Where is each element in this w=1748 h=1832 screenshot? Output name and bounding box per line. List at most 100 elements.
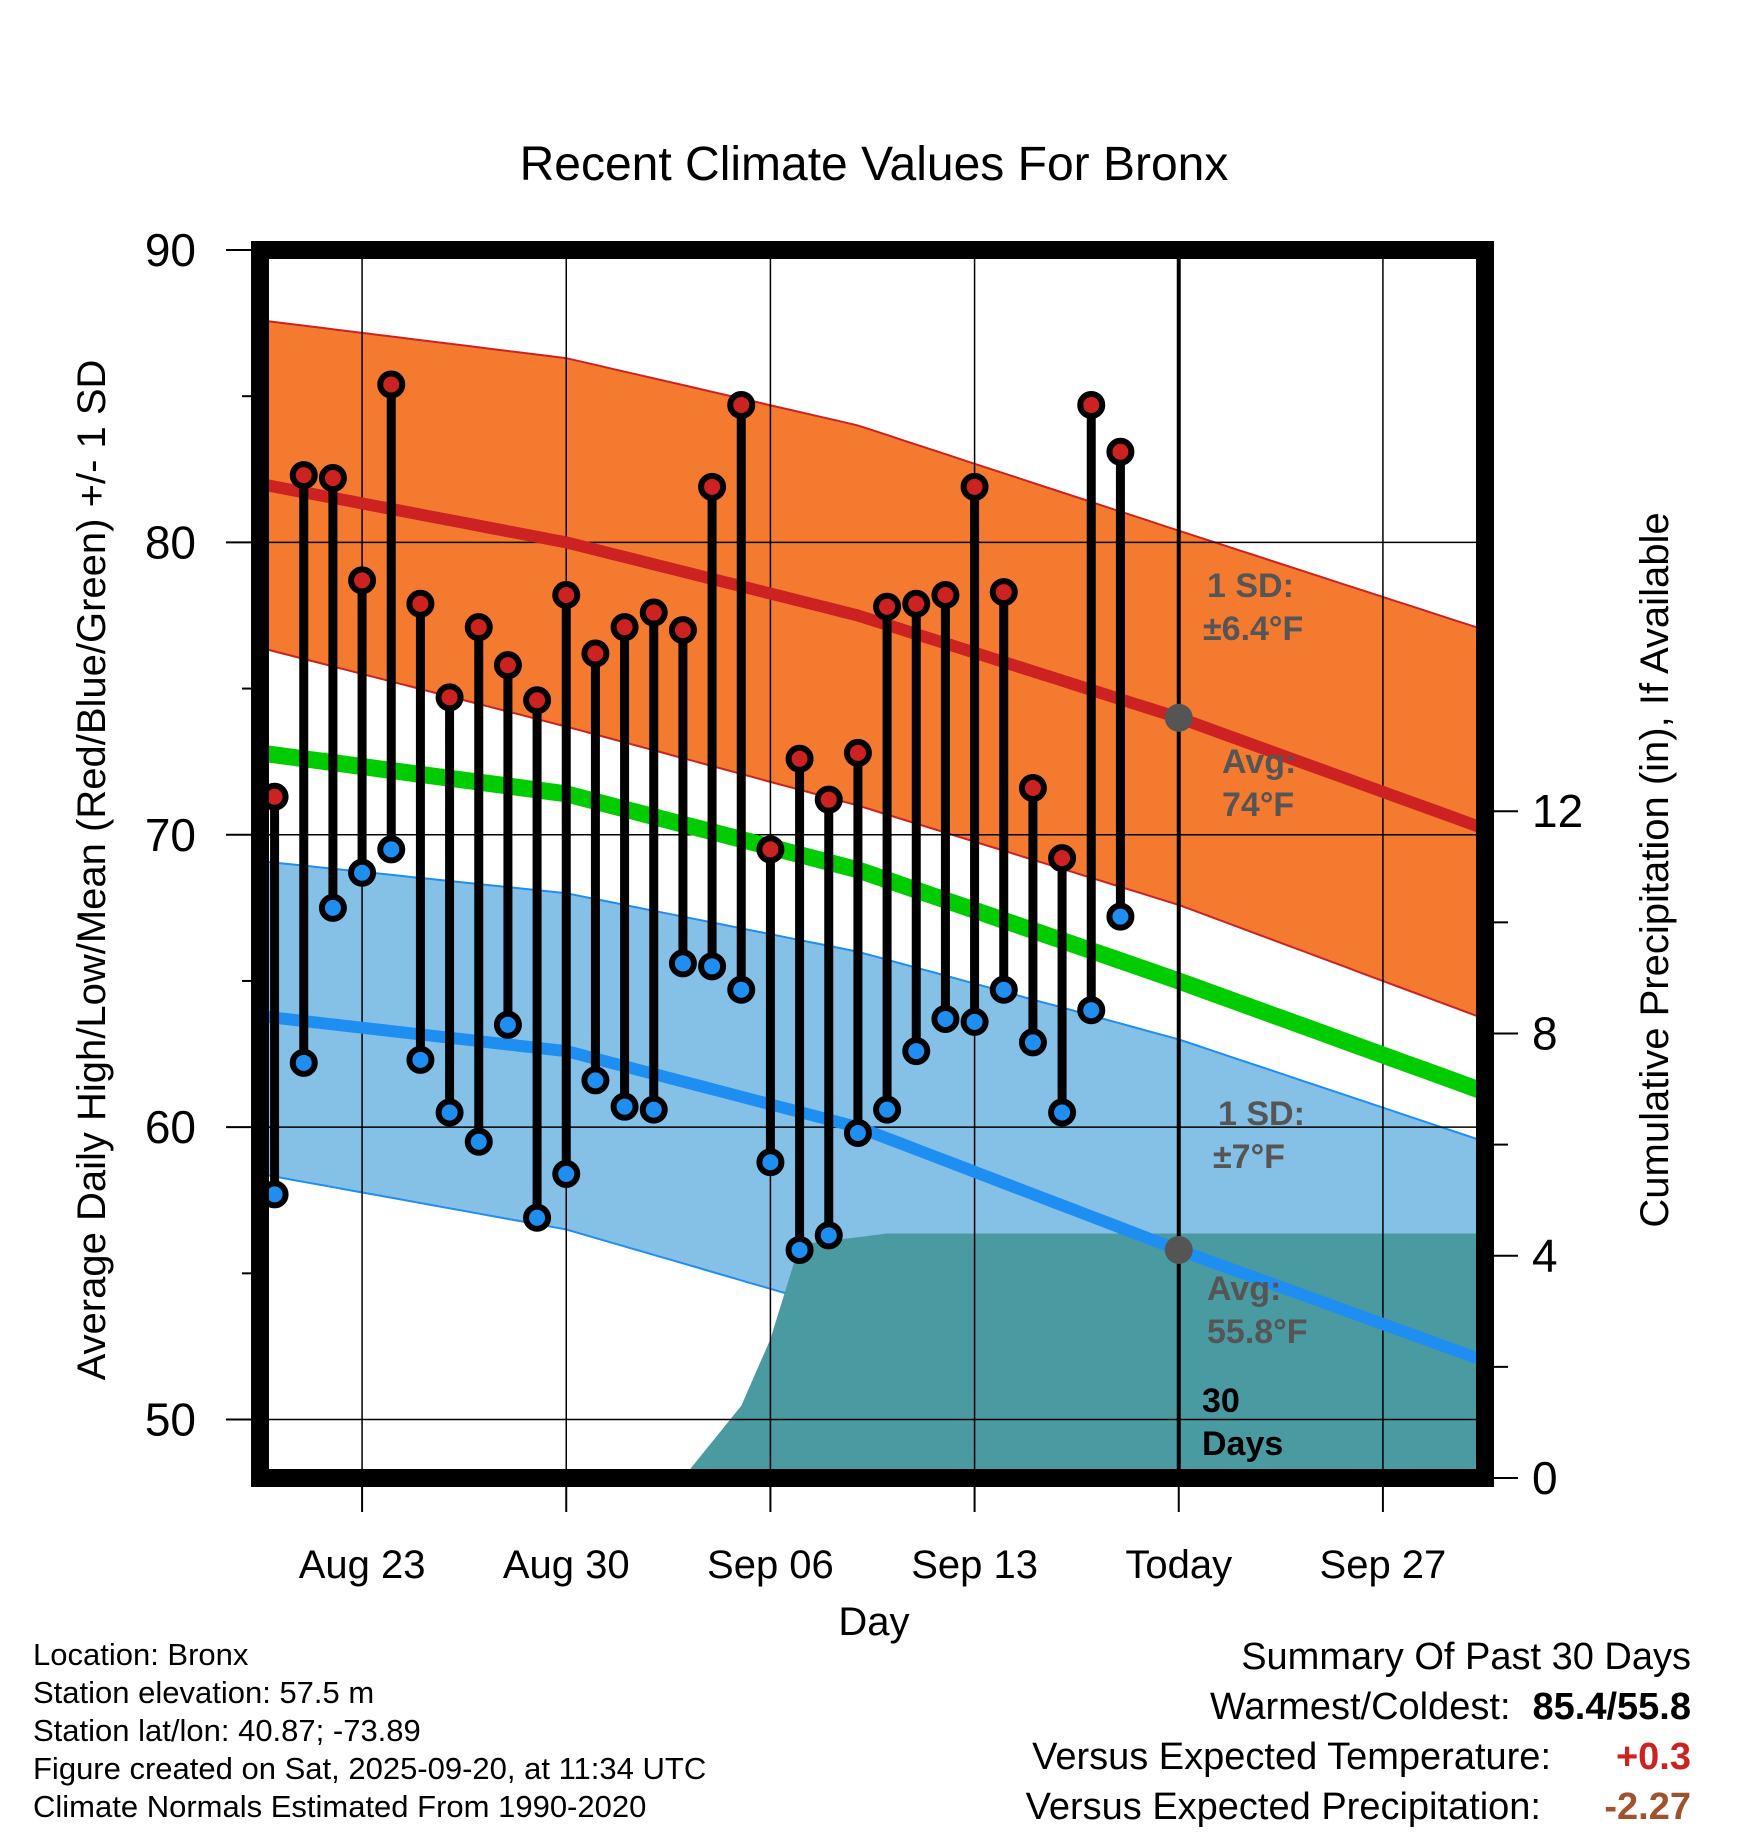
y-tick-label: 50: [145, 1394, 196, 1446]
observed-low-point: [931, 1004, 960, 1033]
observed-low-point: [523, 1203, 552, 1232]
observed-low-point: [493, 1010, 522, 1039]
y-tick-label: 60: [145, 1101, 196, 1153]
observed-low-point: [1018, 1028, 1047, 1057]
y-tick-label: 90: [145, 224, 196, 276]
observed-high-point: [668, 616, 697, 645]
y-tick-label: 70: [145, 809, 196, 861]
today-low-avg-marker: [1164, 1235, 1193, 1264]
precip-value: -2.27: [1604, 1786, 1691, 1828]
observed-low-point: [989, 975, 1018, 1004]
observed-high-point: [406, 589, 435, 618]
normal-mean-line: [260, 744, 1485, 1101]
observed-high-point: [348, 566, 377, 595]
high-avg-value: 74°F: [1222, 786, 1294, 824]
observed-low-point: [843, 1118, 872, 1147]
observed-high-point: [931, 581, 960, 610]
observed-low-point: [960, 1007, 989, 1036]
temp-label: Versus Expected Temperature:: [1032, 1736, 1551, 1778]
observed-low-point: [814, 1221, 843, 1250]
observed-high-point: [552, 581, 581, 610]
y-tick-label: 80: [145, 516, 196, 568]
observed-low-point: [639, 1095, 668, 1124]
y-axis-label: Average Daily High/Low/Mean (Red/Blue/Gr…: [70, 360, 114, 1381]
observed-low-point: [1106, 902, 1135, 931]
station-elevation: Station elevation: 57.5 m: [33, 1675, 375, 1710]
x-tick-label: Sep 13: [911, 1543, 1038, 1587]
observed-high-point: [318, 464, 347, 493]
observed-low-point: [318, 893, 347, 922]
summary-precip: Versus Expected Precipitation: -2.27: [1026, 1782, 1691, 1832]
summary-title: Summary Of Past 30 Days: [1241, 1636, 1691, 1678]
observed-high-point: [902, 589, 931, 618]
station-latlon: Station lat/lon: 40.87; -73.89: [33, 1713, 421, 1748]
low-sd-label: 1 SD:: [1218, 1095, 1305, 1133]
observed-high-point: [377, 370, 406, 399]
warm-cold-label: Warmest/Coldest:: [1209, 1686, 1511, 1728]
low-avg-label: Avg:: [1207, 1270, 1281, 1308]
observed-low-point: [668, 949, 697, 978]
today-high-avg-marker: [1164, 703, 1193, 732]
observed-low-point: [1077, 996, 1106, 1025]
observed-high-point: [698, 472, 727, 501]
y2-tick-label: 8: [1532, 1007, 1558, 1059]
observed-low-point: [610, 1092, 639, 1121]
observed-high-point: [989, 578, 1018, 607]
x-tick-label: Aug 30: [503, 1543, 630, 1587]
observed-low-point: [464, 1127, 493, 1156]
observed-high-point: [727, 390, 756, 419]
chart-title: Recent Climate Values For Bronx: [520, 138, 1229, 191]
x-tick-label: Today: [1125, 1543, 1232, 1587]
observed-high-point: [843, 738, 872, 767]
y2-axis-label: Cumulative Precipitation (in), If Availa…: [1633, 512, 1677, 1227]
observed-high-point: [1018, 773, 1047, 802]
observed-high-point: [639, 598, 668, 627]
high-sd-label: 1 SD:: [1207, 567, 1294, 605]
observed-low-point: [785, 1235, 814, 1264]
observed-high-point: [814, 785, 843, 814]
y2-tick-label: 12: [1532, 785, 1583, 837]
warm-cold-value: 85.4/55.8: [1532, 1686, 1691, 1728]
observed-high-point: [785, 744, 814, 773]
observed-high-point: [1077, 390, 1106, 419]
plot-area: 1 SD: ±6.4°F Avg: 74°F 1 SD: ±7°F Avg: 55.8°F 30…: [145, 224, 1583, 1587]
observed-low-point: [727, 975, 756, 1004]
observed-high-point: [435, 683, 464, 712]
observed-high-point: [610, 613, 639, 642]
x-axis-label: Day: [838, 1600, 909, 1644]
plot-clipped: 1 SD: ±6.4°F Avg: 74°F 1 SD: ±7°F Avg: 55.8°F 30…: [260, 250, 1485, 1478]
observed-high-point: [1048, 844, 1077, 873]
station-info: Location: Bronx Station elevation: 57.5 …: [33, 1636, 706, 1826]
observed-low-point: [406, 1045, 435, 1074]
observed-high-point: [1106, 437, 1135, 466]
observed-high-point: [493, 651, 522, 680]
precip-label: Versus Expected Precipitation:: [1025, 1786, 1541, 1828]
low-sd-value: ±7°F: [1213, 1138, 1285, 1176]
observed-low-point: [377, 835, 406, 864]
summary-temp: Versus Expected Temperature: +0.3: [1026, 1732, 1691, 1782]
x-tick-label: Sep 06: [707, 1543, 834, 1587]
observed-high-point: [960, 472, 989, 501]
observed-low-point: [581, 1066, 610, 1095]
station-location: Location: Bronx: [33, 1637, 249, 1672]
observed-low-point: [1048, 1098, 1077, 1127]
y2-tick-label: 0: [1532, 1452, 1558, 1504]
observed-low-point: [873, 1095, 902, 1124]
summary-panel: Summary Of Past 30 Days Warmest/Coldest:…: [1026, 1632, 1691, 1832]
observed-high-point: [464, 613, 493, 642]
observed-high-point: [581, 639, 610, 668]
plot-frame: [251, 241, 1494, 1487]
window-label-number: 30: [1202, 1382, 1240, 1420]
normal-low-line: [260, 1010, 1485, 1367]
observed-low-point: [552, 1159, 581, 1188]
observed-high-point: [523, 686, 552, 715]
window-label-days: Days: [1202, 1425, 1283, 1463]
observed-low-point: [435, 1098, 464, 1127]
temp-value: +0.3: [1615, 1736, 1691, 1778]
observed-low-point: [902, 1037, 931, 1066]
precipitation-area: [682, 1233, 1485, 1478]
figure-created: Figure created on Sat, 2025-09-20, at 11…: [33, 1751, 707, 1786]
observed-high-point: [873, 592, 902, 621]
high-avg-label: Avg:: [1222, 743, 1296, 781]
